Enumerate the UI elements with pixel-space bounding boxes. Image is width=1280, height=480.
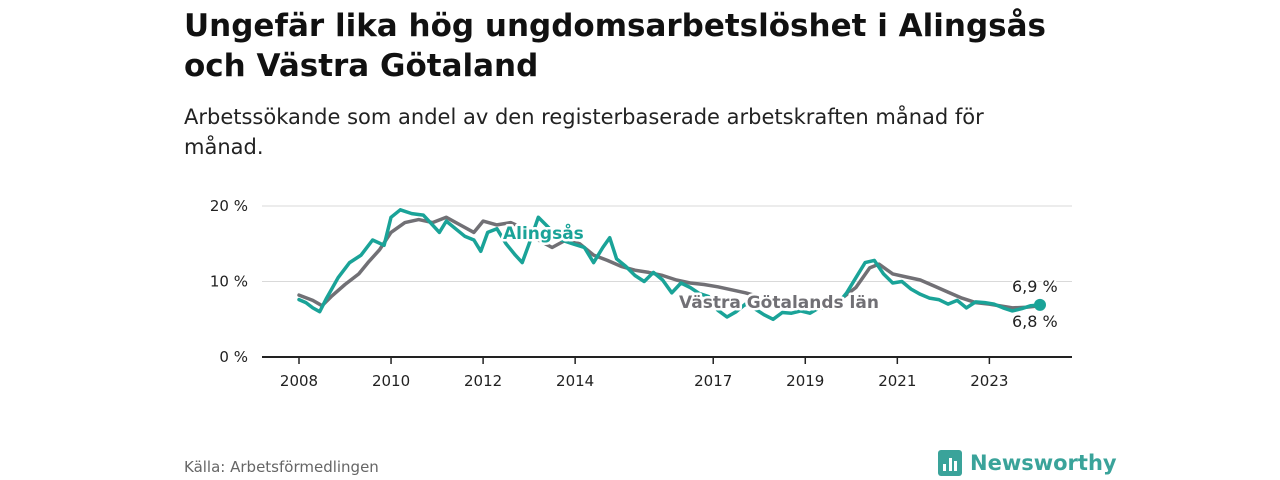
end-value-alingsas: 6,9 % — [1012, 277, 1058, 296]
x-tick-label: 2008 — [280, 372, 318, 390]
x-axis-ticks: 2008 2010 2012 2014 2017 2019 2021 2023 — [280, 357, 1008, 390]
end-point-alingsas — [1034, 298, 1046, 311]
x-tick-label: 2010 — [372, 372, 410, 390]
x-tick-label: 2012 — [464, 372, 502, 390]
series-label-alingsas: Alingsås — [503, 222, 584, 244]
y-axis-ticks: 0 % 10 % 20 % — [210, 197, 248, 366]
series-line-vastra — [297, 215, 1042, 310]
chart-subtitle: Arbetssökande som andel av den registerb… — [184, 105, 984, 159]
series-line-alingsas — [297, 208, 1042, 322]
y-tick-label: 0 % — [219, 348, 248, 366]
x-tick-label: 2014 — [556, 372, 594, 390]
series-lines — [297, 208, 1046, 322]
brand-logo: Newsworthy — [938, 448, 1117, 478]
y-tick-label: 20 % — [210, 197, 248, 215]
chart-title: Ungefär lika hög ungdomsarbetslöshet i A… — [184, 8, 1046, 84]
bar-chart-icon — [938, 450, 962, 476]
series-label-vastra: Västra Götalands län — [679, 293, 879, 313]
x-tick-label: 2023 — [970, 372, 1008, 390]
x-tick-label: 2017 — [694, 372, 732, 390]
x-tick-label: 2021 — [878, 372, 916, 390]
brand-name: Newsworthy — [970, 451, 1117, 475]
series-labels: Alingsås Västra Götalands län 6,9 % 6,8 % — [501, 220, 1060, 334]
x-tick-label: 2019 — [786, 372, 824, 390]
grid-lines — [262, 205, 1072, 358]
source-note: Källa: Arbetsförmedlingen — [184, 458, 379, 476]
y-tick-label: 10 % — [210, 273, 248, 291]
end-value-vastra: 6,8 % — [1012, 312, 1058, 331]
